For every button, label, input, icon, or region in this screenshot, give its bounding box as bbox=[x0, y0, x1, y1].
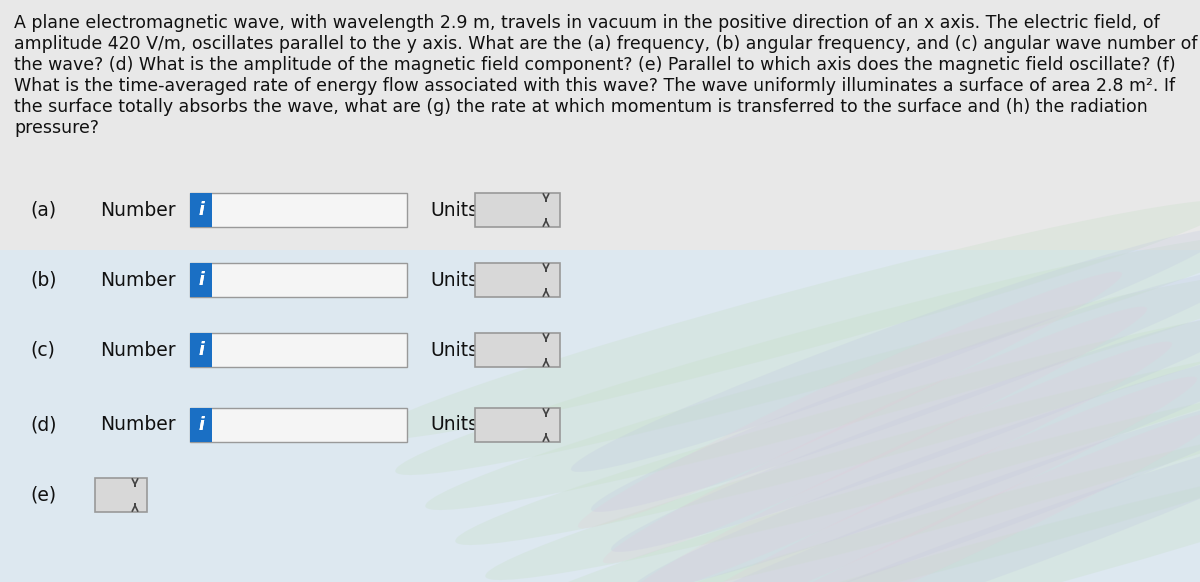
Text: (a): (a) bbox=[30, 201, 56, 219]
Text: (b): (b) bbox=[30, 271, 56, 289]
Bar bbox=[190, 333, 212, 367]
Bar bbox=[190, 193, 407, 227]
Ellipse shape bbox=[571, 228, 1200, 472]
Ellipse shape bbox=[578, 272, 1122, 528]
Ellipse shape bbox=[365, 200, 1200, 440]
Text: (e): (e) bbox=[30, 485, 56, 505]
Text: Number: Number bbox=[100, 271, 175, 289]
Text: the wave? (d) What is the amplitude of the magnetic field component? (e) Paralle: the wave? (d) What is the amplitude of t… bbox=[14, 56, 1176, 74]
Text: A plane electromagnetic wave, with wavelength 2.9 m, travels in vacuum in the po: A plane electromagnetic wave, with wavel… bbox=[14, 14, 1159, 32]
Text: What is the time-averaged rate of energy flow associated with this wave? The wav: What is the time-averaged rate of energy… bbox=[14, 77, 1175, 95]
Bar bbox=[190, 408, 407, 442]
Ellipse shape bbox=[485, 340, 1200, 580]
Ellipse shape bbox=[395, 235, 1200, 475]
Bar bbox=[190, 408, 212, 442]
Text: (d): (d) bbox=[30, 416, 56, 435]
Text: i: i bbox=[198, 416, 204, 434]
Bar bbox=[95, 478, 148, 512]
Bar bbox=[475, 408, 560, 442]
Ellipse shape bbox=[628, 342, 1172, 582]
Bar bbox=[190, 193, 212, 227]
Text: Number: Number bbox=[100, 416, 175, 435]
Text: i: i bbox=[198, 201, 204, 219]
Ellipse shape bbox=[545, 410, 1200, 582]
Text: Units: Units bbox=[430, 201, 478, 219]
Bar bbox=[190, 263, 212, 297]
Bar bbox=[475, 193, 560, 227]
Text: the surface totally absorbs the wave, what are (g) the rate at which momentum is: the surface totally absorbs the wave, wh… bbox=[14, 98, 1147, 116]
Ellipse shape bbox=[631, 348, 1200, 582]
Ellipse shape bbox=[650, 388, 1200, 582]
Text: i: i bbox=[198, 341, 204, 359]
Ellipse shape bbox=[515, 375, 1200, 582]
Ellipse shape bbox=[602, 307, 1147, 563]
Bar bbox=[0, 250, 1200, 582]
Text: Number: Number bbox=[100, 201, 175, 219]
Bar bbox=[190, 263, 407, 297]
Text: i: i bbox=[198, 416, 204, 434]
Bar bbox=[190, 408, 212, 442]
Ellipse shape bbox=[590, 268, 1200, 512]
Text: Units: Units bbox=[430, 271, 478, 289]
Ellipse shape bbox=[575, 445, 1200, 582]
Bar bbox=[190, 333, 212, 367]
Text: i: i bbox=[198, 341, 204, 359]
Ellipse shape bbox=[671, 428, 1200, 582]
Bar bbox=[190, 263, 212, 297]
Ellipse shape bbox=[425, 270, 1200, 510]
Text: Number: Number bbox=[100, 340, 175, 360]
Ellipse shape bbox=[611, 308, 1200, 552]
Text: pressure?: pressure? bbox=[14, 119, 98, 137]
Ellipse shape bbox=[653, 377, 1198, 582]
Bar bbox=[475, 263, 560, 297]
Ellipse shape bbox=[455, 305, 1200, 545]
Text: i: i bbox=[198, 201, 204, 219]
Text: Units: Units bbox=[430, 416, 478, 435]
Text: (c): (c) bbox=[30, 340, 55, 360]
Bar bbox=[190, 193, 212, 227]
Text: amplitude 420 V/m, oscillates parallel to the y axis. What are the (a) frequency: amplitude 420 V/m, oscillates parallel t… bbox=[14, 35, 1198, 53]
Text: i: i bbox=[198, 271, 204, 289]
Ellipse shape bbox=[678, 411, 1200, 582]
Bar bbox=[475, 333, 560, 367]
Bar bbox=[190, 333, 407, 367]
Text: Units: Units bbox=[430, 340, 478, 360]
Text: i: i bbox=[198, 271, 204, 289]
